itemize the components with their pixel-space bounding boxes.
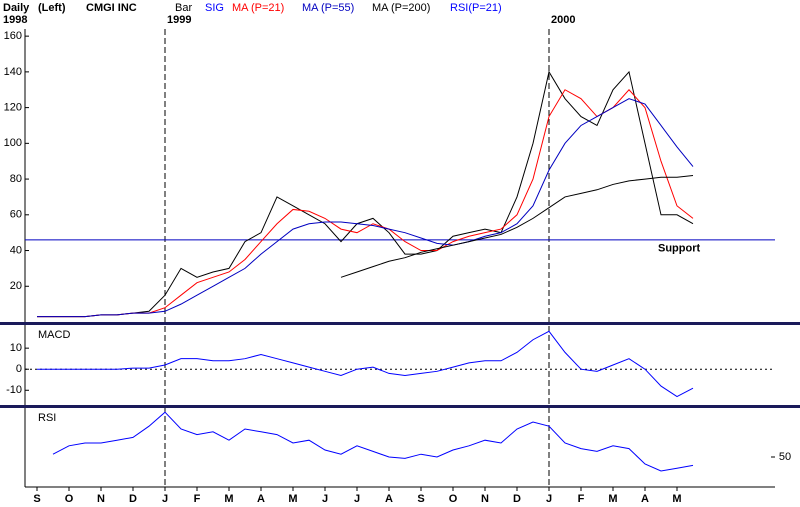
legend-entry: SIG bbox=[205, 2, 224, 14]
x-tick-label: M bbox=[224, 493, 233, 505]
x-tick-label: O bbox=[449, 493, 458, 505]
y-tick-label: 20 bbox=[10, 280, 22, 292]
x-tick-label: D bbox=[513, 493, 521, 505]
y-tick-label: 0 bbox=[16, 363, 22, 375]
series-line bbox=[37, 330, 694, 398]
y-tick-label: 100 bbox=[4, 137, 22, 149]
year-label: 2000 bbox=[551, 14, 575, 26]
x-tick-label: J bbox=[162, 493, 168, 505]
header-text: (Left) bbox=[38, 2, 66, 14]
y-tick-label: 60 bbox=[10, 209, 22, 221]
legend-entry: Bar bbox=[175, 2, 192, 14]
panel-title: MACD bbox=[38, 329, 70, 341]
y-tick-label: 40 bbox=[10, 244, 22, 256]
series-line bbox=[52, 411, 694, 472]
y-tick-label: 120 bbox=[4, 102, 22, 114]
x-tick-label: A bbox=[385, 493, 393, 505]
support-label: Support bbox=[658, 243, 700, 255]
x-tick-label: N bbox=[481, 493, 489, 505]
legend-entry: MA (P=200) bbox=[372, 2, 430, 14]
legend-entry: RSI(P=21) bbox=[450, 2, 502, 14]
header-text: Daily bbox=[3, 2, 30, 14]
y-tick-label: 140 bbox=[4, 66, 22, 78]
x-tick-label: N bbox=[97, 493, 105, 505]
y-tick-label: 50 bbox=[779, 451, 791, 463]
series-line bbox=[340, 175, 694, 278]
x-tick-label: M bbox=[608, 493, 617, 505]
x-tick-label: F bbox=[578, 493, 585, 505]
x-tick-label: M bbox=[672, 493, 681, 505]
x-tick-label: J bbox=[322, 493, 328, 505]
header-text: CMGI INC bbox=[86, 2, 137, 14]
x-tick-label: J bbox=[546, 493, 552, 505]
series-line bbox=[37, 70, 694, 318]
x-tick-label: O bbox=[65, 493, 74, 505]
y-tick-label: 80 bbox=[10, 173, 22, 185]
year-label: 1999 bbox=[167, 14, 191, 26]
x-tick-label: S bbox=[33, 493, 40, 505]
legend-entry: MA (P=55) bbox=[302, 2, 354, 14]
legend-entry: MA (P=21) bbox=[232, 2, 284, 14]
x-tick-label: A bbox=[257, 493, 265, 505]
series-line bbox=[37, 98, 694, 318]
panel-separator bbox=[0, 405, 800, 408]
x-tick-label: J bbox=[354, 493, 360, 505]
x-tick-label: D bbox=[129, 493, 137, 505]
x-tick-label: A bbox=[641, 493, 649, 505]
x-tick-label: S bbox=[417, 493, 424, 505]
y-tick-label: 160 bbox=[4, 30, 22, 42]
y-tick-label: -10 bbox=[6, 384, 22, 396]
y-tick-label: 10 bbox=[10, 342, 22, 354]
year-label: 1998 bbox=[3, 14, 27, 26]
panel-title: RSI bbox=[38, 412, 56, 424]
x-tick-label: M bbox=[288, 493, 297, 505]
panel-separator bbox=[0, 322, 800, 325]
x-tick-label: F bbox=[194, 493, 201, 505]
